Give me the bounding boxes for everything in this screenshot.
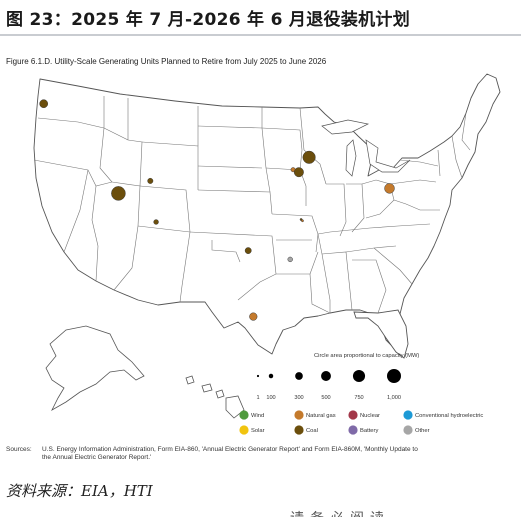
- plant-coal-8: [293, 167, 304, 178]
- size-legend-caption: Circle area proportional to capacity (MW…: [314, 353, 419, 359]
- size-legend-label-500: 500: [321, 395, 330, 401]
- plant-natural-gas-6: [249, 312, 258, 321]
- size-legend-circle-100: [268, 373, 274, 379]
- plant-markers: [39, 99, 395, 321]
- legend-swatch-solar: [239, 425, 249, 435]
- legend-swatch-coal: [294, 425, 304, 435]
- legend-label-solar: Solar: [251, 428, 265, 434]
- sources-text: U.S. Energy Information Administration, …: [42, 446, 418, 461]
- footer-cut-label: 请务必阅读: [290, 508, 390, 517]
- legend-label-coal: Coal: [306, 428, 318, 434]
- size-legend-circle-1-000: [387, 369, 401, 383]
- plant-coal-5: [244, 247, 252, 254]
- plant-coal-4: [153, 219, 159, 225]
- legend-label-other: Other: [415, 428, 430, 434]
- size-legend-label-100: 100: [266, 395, 275, 401]
- size-legend-label-1-000: 1,000: [387, 395, 401, 401]
- size-legend-label-1: 1: [256, 395, 259, 401]
- plant-natural-gas-11: [301, 219, 304, 223]
- data-source-note: 资料来源：EIA，HTI: [6, 482, 153, 500]
- legend-label-conventional-hydroelectric: Conventional hydroelectric: [415, 413, 483, 419]
- size-legend-circle-500: [321, 371, 331, 381]
- legend-label-natural-gas: Natural gas: [306, 413, 336, 419]
- legend-swatch-other: [403, 425, 413, 435]
- legend-swatch-nuclear: [348, 410, 358, 420]
- lake-superior: [321, 119, 370, 135]
- hawaii-islands: [185, 375, 245, 419]
- legend-swatch-natural-gas: [294, 410, 304, 420]
- sources-label: Sources:: [6, 446, 32, 453]
- plant-natural-gas-13: [384, 183, 395, 194]
- legend-swatch-battery: [348, 425, 358, 435]
- plant-coal-3: [147, 177, 154, 184]
- plant-coal-9: [302, 150, 316, 164]
- alaska-outline: [45, 325, 145, 412]
- plant-other-12: [287, 256, 293, 263]
- lake-michigan: [345, 139, 357, 177]
- size-legend-circle-1: [256, 374, 260, 378]
- fuel-legend: Wind Natural gas Nuclear Conventional hydro…: [239, 410, 483, 435]
- florida-outline: [353, 309, 409, 359]
- legend-swatch-wind: [239, 410, 249, 420]
- size-legend: 1 100 300 500 750 1,000: [256, 369, 401, 401]
- legend-label-wind: Wind: [251, 413, 264, 419]
- lake-huron-erie: [365, 139, 411, 173]
- state-boundaries: [33, 96, 471, 314]
- plant-coal-2: [111, 186, 126, 201]
- footer-cut-text: 请务必阅读: [0, 506, 521, 517]
- legend-label-battery: Battery: [360, 428, 378, 434]
- chart-title: Figure 6.1.D. Utility-Scale Generating U…: [6, 57, 327, 66]
- size-legend-label-750: 750: [354, 395, 363, 401]
- legend-swatch-conventional-hydroelectric: [403, 410, 413, 420]
- figure-header: 图 23：2025 年 7 月-2026 年 6 月退役装机计划: [0, 0, 521, 36]
- figure-number-title: 图 23：2025 年 7 月-2026 年 6 月退役装机计划: [6, 10, 411, 30]
- size-legend-label-300: 300: [294, 395, 303, 401]
- size-legend-circle-300: [295, 372, 303, 380]
- plant-coal-1: [39, 99, 49, 109]
- legend-label-nuclear: Nuclear: [360, 413, 380, 419]
- size-legend-circle-750: [352, 369, 366, 383]
